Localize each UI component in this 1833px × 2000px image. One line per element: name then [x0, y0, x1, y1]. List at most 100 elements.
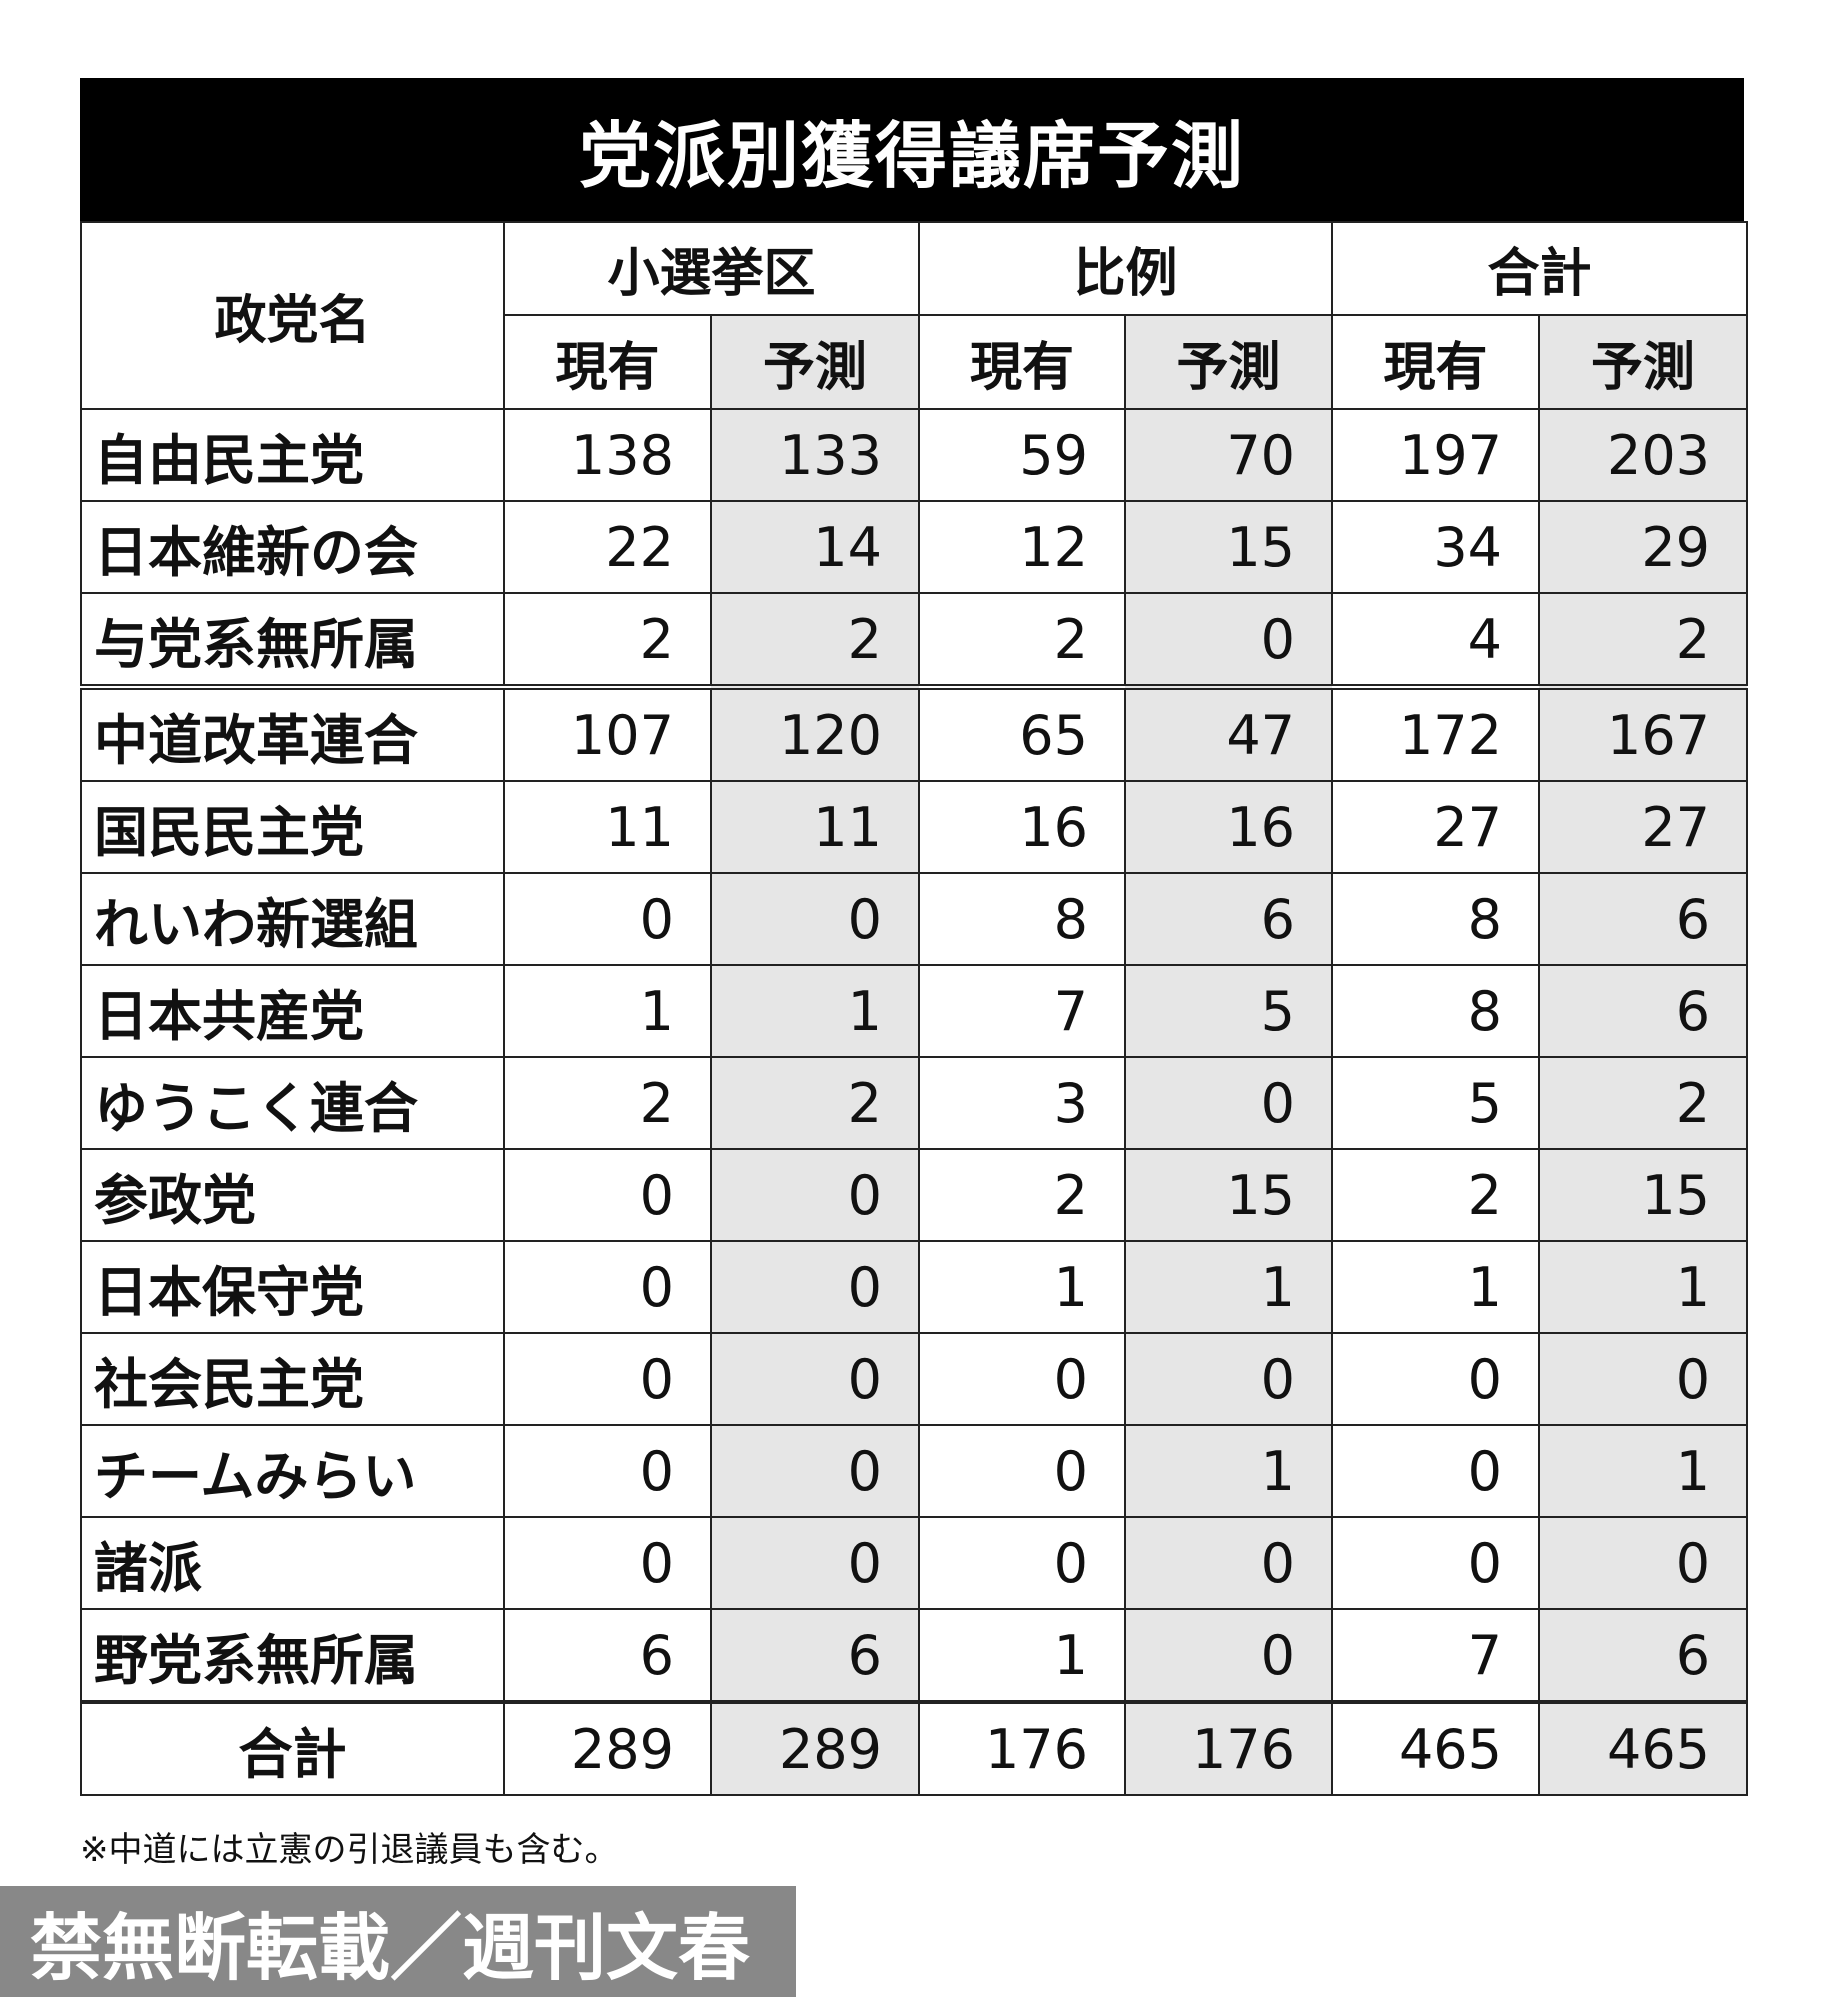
forecast-value: 0 — [709, 1516, 921, 1610]
current-value: 2 — [503, 592, 712, 688]
forecast-value: 1 — [1124, 1424, 1334, 1518]
forecast-value: 6 — [1124, 872, 1334, 966]
current-value: 289 — [503, 1700, 712, 1796]
party-name: 日本保守党 — [80, 1240, 505, 1334]
table-row: 日本共産党 1 1 7 5 8 6 — [80, 964, 1749, 1058]
current-value: 0 — [503, 1516, 712, 1610]
forecast-value: 0 — [1124, 592, 1334, 688]
forecast-value: 70 — [1124, 408, 1334, 502]
table-row: 社会民主党 0 0 0 0 0 0 — [80, 1332, 1749, 1426]
table-title: 党派別獲得議席予測 — [80, 78, 1744, 221]
party-name: 日本維新の会 — [80, 500, 505, 594]
forecast-value: 1 — [1538, 1240, 1749, 1334]
total-row: 合計 289 289 176 176 465 465 — [80, 1700, 1749, 1796]
party-name: 参政党 — [80, 1148, 505, 1242]
header-current: 現有 — [503, 314, 712, 410]
party-name: 日本共産党 — [80, 964, 505, 1058]
current-value: 4 — [1331, 592, 1541, 688]
current-value: 7 — [1331, 1608, 1541, 1703]
table-row: 日本維新の会 22 14 12 15 34 29 — [80, 500, 1749, 594]
party-name: 与党系無所属 — [80, 592, 505, 688]
forecast-value: 1 — [1124, 1240, 1334, 1334]
forecast-value: 29 — [1538, 500, 1749, 594]
party-name: 諸派 — [80, 1516, 505, 1610]
forecast-value: 2 — [1538, 592, 1749, 688]
forecast-value: 0 — [709, 1148, 921, 1242]
current-value: 6 — [503, 1608, 712, 1703]
current-value: 1 — [503, 964, 712, 1058]
current-value: 2 — [918, 592, 1127, 688]
forecast-value: 0 — [709, 1332, 921, 1426]
header-party: 政党名 — [80, 221, 505, 410]
party-name: 合計 — [80, 1700, 505, 1796]
current-value: 0 — [503, 1148, 712, 1242]
party-name: 国民民主党 — [80, 780, 505, 874]
forecast-value: 0 — [709, 1424, 921, 1518]
current-value: 34 — [1331, 500, 1541, 594]
forecast-value: 0 — [709, 872, 921, 966]
header-current: 現有 — [1331, 314, 1541, 410]
forecast-value: 15 — [1124, 1148, 1334, 1242]
header-forecast: 予測 — [1538, 314, 1749, 410]
party-name: チームみらい — [80, 1424, 505, 1518]
forecast-value: 0 — [1124, 1056, 1334, 1150]
current-value: 8 — [1331, 964, 1541, 1058]
forecast-value: 14 — [709, 500, 921, 594]
current-value: 0 — [503, 1332, 712, 1426]
forecast-value: 2 — [709, 1056, 921, 1150]
forecast-value: 176 — [1124, 1700, 1334, 1796]
forecast-value: 0 — [1538, 1516, 1749, 1610]
forecast-value: 27 — [1538, 780, 1749, 874]
current-value: 0 — [918, 1332, 1127, 1426]
table-row: れいわ新選組 0 0 8 6 8 6 — [80, 872, 1749, 966]
current-value: 3 — [918, 1056, 1127, 1150]
current-value: 27 — [1331, 780, 1541, 874]
watermark: 禁無断転載／週刊文春 — [0, 1886, 796, 1997]
party-name: 中道改革連合 — [80, 684, 505, 782]
current-value: 8 — [1331, 872, 1541, 966]
forecast-value: 6 — [1538, 1608, 1749, 1703]
current-value: 197 — [1331, 408, 1541, 502]
forecast-value: 6 — [1538, 872, 1749, 966]
current-value: 1 — [918, 1240, 1127, 1334]
forecast-value: 0 — [709, 1240, 921, 1334]
header-total: 合計 — [1331, 221, 1749, 316]
table-row: 参政党 0 0 2 15 2 15 — [80, 1148, 1749, 1242]
forecast-value: 1 — [1538, 1424, 1749, 1518]
forecast-value: 2 — [709, 592, 921, 688]
current-value: 138 — [503, 408, 712, 502]
party-name: 自由民主党 — [80, 408, 505, 502]
party-name: 野党系無所属 — [80, 1608, 505, 1703]
current-value: 2 — [503, 1056, 712, 1150]
forecast-value: 167 — [1538, 684, 1749, 782]
forecast-value: 0 — [1124, 1608, 1334, 1703]
table-row: 野党系無所属 6 6 1 0 7 6 — [80, 1608, 1749, 1703]
current-value: 7 — [918, 964, 1127, 1058]
forecast-value: 133 — [709, 408, 921, 502]
footnote: ※中道には立憲の引退議員も含む。 — [80, 1830, 619, 1870]
forecast-value: 203 — [1538, 408, 1749, 502]
party-name: ゆうこく連合 — [80, 1056, 505, 1150]
current-value: 0 — [503, 1424, 712, 1518]
forecast-value: 0 — [1538, 1332, 1749, 1426]
current-value: 0 — [503, 1240, 712, 1334]
party-name: れいわ新選組 — [80, 872, 505, 966]
header-current: 現有 — [918, 314, 1127, 410]
forecast-value: 1 — [709, 964, 921, 1058]
forecast-value: 47 — [1124, 684, 1334, 782]
forecast-value: 465 — [1538, 1700, 1749, 1796]
forecast-value: 0 — [1124, 1516, 1334, 1610]
current-value: 65 — [918, 684, 1127, 782]
table-row: 国民民主党 11 11 16 16 27 27 — [80, 780, 1749, 874]
table-row: 中道改革連合 107 120 65 47 172 167 — [80, 684, 1749, 782]
header-single-seat: 小選挙区 — [502, 221, 921, 316]
current-value: 465 — [1331, 1700, 1541, 1796]
party-name: 社会民主党 — [80, 1332, 505, 1426]
forecast-value: 6 — [709, 1608, 921, 1703]
current-value: 1 — [918, 1608, 1127, 1703]
current-value: 0 — [1331, 1516, 1541, 1610]
current-value: 172 — [1331, 684, 1541, 782]
forecast-value: 15 — [1124, 500, 1334, 594]
current-value: 0 — [918, 1516, 1127, 1610]
forecast-value: 0 — [1124, 1332, 1334, 1426]
